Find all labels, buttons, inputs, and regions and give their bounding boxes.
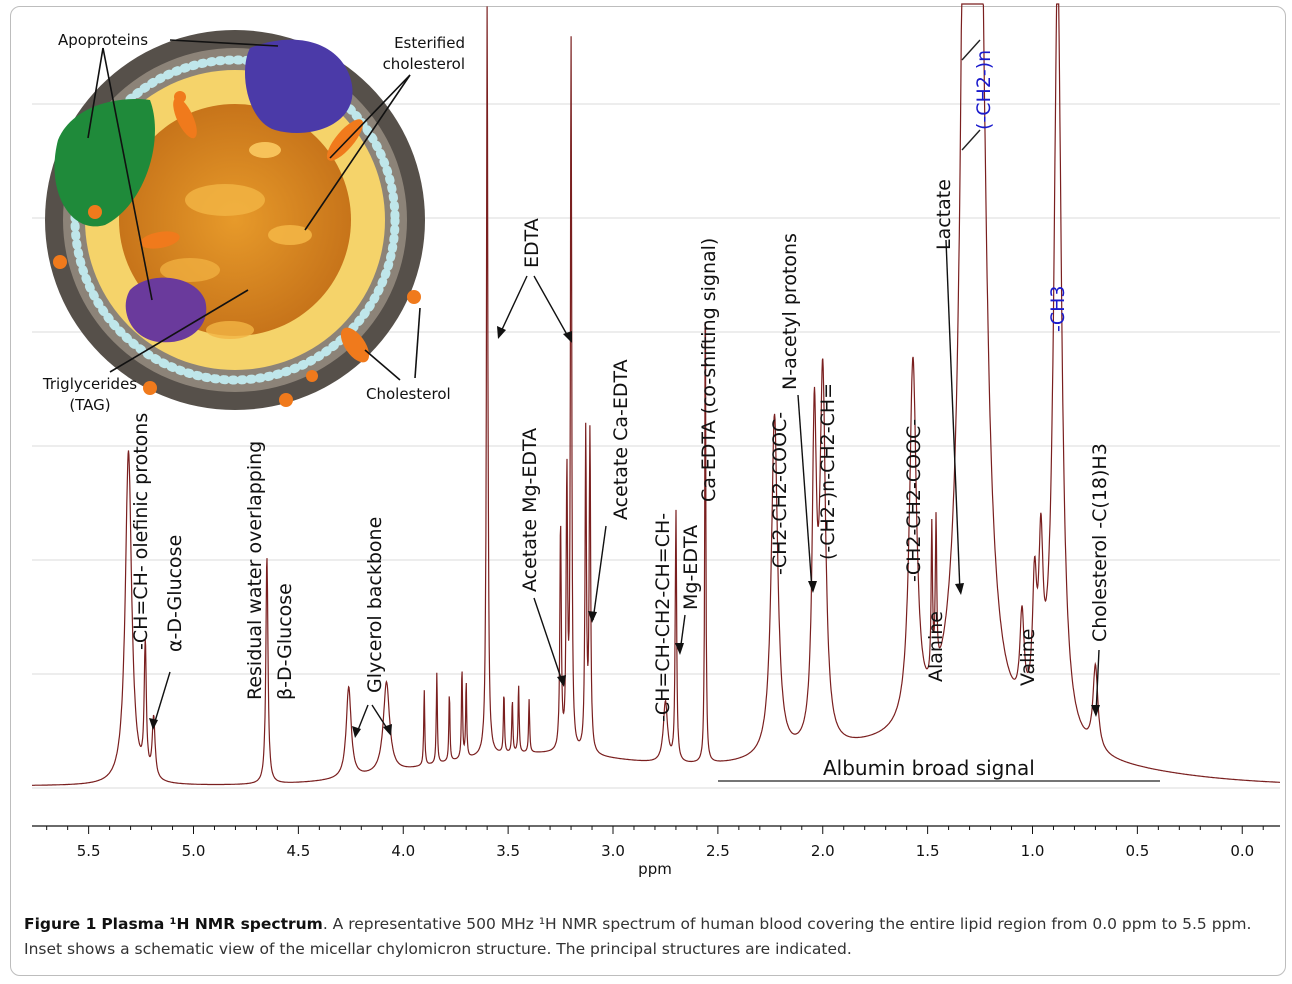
caption-text: . A representative 500 MHz ¹H NMR spectr… <box>24 915 1252 958</box>
label-olefinic: -CH=CH- olefinic protons <box>130 413 152 650</box>
label-valine: Valine <box>1017 629 1039 686</box>
label-acetate-ca: Acetate Ca-EDTA <box>610 359 632 520</box>
label-ch2n: (-CH2-)n <box>973 50 995 130</box>
label-residual-water: Residual water overlapping <box>244 441 266 700</box>
label-acetate-mg: Acetate Mg-EDTA <box>519 428 541 592</box>
x-tick-label: 2.5 <box>706 842 730 860</box>
x-tick-label: 3.5 <box>496 842 520 860</box>
label-a-glucose: α-D-Glucose <box>164 535 186 652</box>
label-ca-edta: Ca-EDTA (co-shifting signal) <box>698 238 720 502</box>
arrow-heads <box>149 326 1100 738</box>
label-ch2n-ch2-ch: (-CH2-)n-CH2-CH= <box>817 383 839 560</box>
label-ch2-ch2-cooc-2: -CH2-CH2-COOC- <box>903 419 925 582</box>
x-tick-label: 5.5 <box>77 842 101 860</box>
x-tick-label: 0.5 <box>1125 842 1149 860</box>
triglycerides-label-1: Triglycerides <box>42 375 137 393</box>
figure-caption: Figure 1 Plasma ¹H NMR spectrum. A repre… <box>24 912 1282 962</box>
apoprotein-violet <box>125 277 207 343</box>
label-albumin: Albumin broad signal <box>823 756 1035 780</box>
caption-title: Plasma ¹H NMR spectrum <box>101 915 323 933</box>
label-ch-eq: -CH=CH-CH2-CH=CH- <box>652 513 674 722</box>
label-alanine: Alanine <box>925 611 947 682</box>
triglycerides-label-2: (TAG) <box>69 396 110 414</box>
apoprotein-purple <box>244 39 353 133</box>
apoproteins-label: Apoproteins <box>58 31 148 49</box>
label-lactate: Lactate <box>933 179 955 250</box>
cholesterol-molecules <box>53 91 421 407</box>
peak-annotations: -CH=CH- olefinic protons α-D-Glucose Res… <box>130 50 1111 780</box>
x-tick-label: 2.0 <box>811 842 835 860</box>
axis-break-marks <box>961 39 981 151</box>
x-tick-label: 1.0 <box>1021 842 1045 860</box>
apoprotein-green <box>54 99 155 227</box>
x-axis: 5.5 5.0 4.5 4.0 3.5 3.0 2.5 2.0 1.5 1.0 0.5 0.0 <box>32 825 1280 860</box>
figure-frame <box>10 6 1286 976</box>
caption-label: Figure 1 <box>24 915 97 933</box>
annotation-arrows <box>152 239 1100 736</box>
label-ch3: -CH3 <box>1047 286 1069 333</box>
chylomicron-inset: Apoproteins Esterified cholesterol Trigl… <box>42 30 465 414</box>
x-tick-label: 4.5 <box>286 842 310 860</box>
x-tick-label: 0.0 <box>1230 842 1254 860</box>
label-cholesterol-c18: Cholesterol -C(18)H3 <box>1089 443 1111 642</box>
x-tick-label: 1.5 <box>916 842 940 860</box>
label-b-glucose: β-D-Glucose <box>274 583 296 700</box>
label-mg-edta: Mg-EDTA <box>680 525 702 610</box>
cholesterol-label: Cholesterol <box>366 385 451 403</box>
esterified-label-1: Esterified <box>394 34 465 52</box>
x-tick-label: 4.0 <box>391 842 415 860</box>
label-n-acetyl: N-acetyl protons <box>779 233 801 390</box>
label-glycerol: Glycerol backbone <box>364 517 386 693</box>
x-tick-label: 5.0 <box>182 842 206 860</box>
esterified-label-2: cholesterol <box>383 55 465 73</box>
spectrum-line <box>32 3 1280 786</box>
x-tick-label: 3.0 <box>601 842 625 860</box>
x-axis-label: ppm <box>638 860 672 878</box>
nmr-spectrum-chart: 5.5 5.0 4.5 4.0 3.5 3.0 2.5 2.0 1.5 1.0 0.5 0.0 ppm <box>32 3 1280 878</box>
label-edta: EDTA <box>521 218 543 268</box>
label-ch2-ch2-cooc: -CH2-CH2-COOC- <box>769 412 791 575</box>
